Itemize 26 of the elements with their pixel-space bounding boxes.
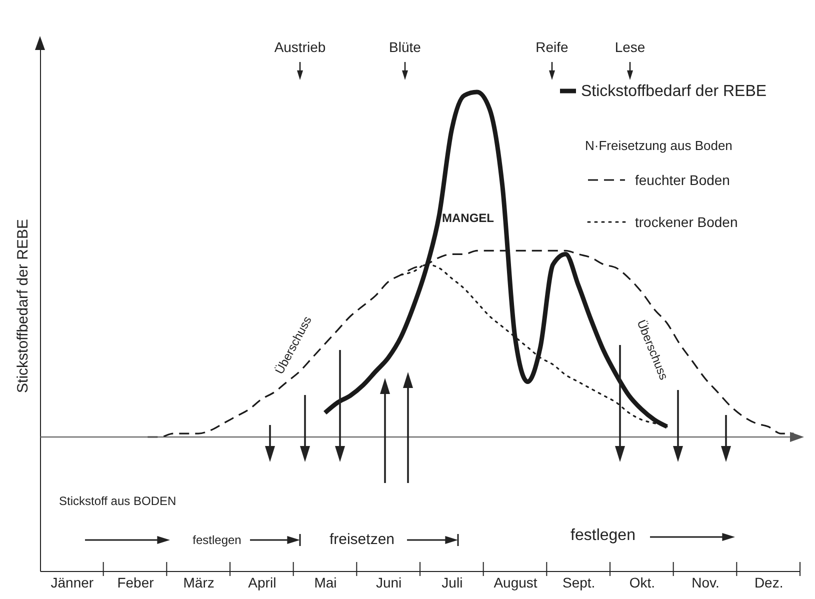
legend-title: N·Freisetzung aus Boden: [585, 138, 732, 153]
legend-label: Stickstoffbedarf der REBE: [581, 83, 767, 100]
text: festlegen: [570, 527, 636, 544]
legend-label: feuchter Boden: [635, 172, 730, 188]
x-tick-label: Dez.: [754, 574, 784, 590]
x-tick-label: Nov.: [692, 574, 720, 590]
x-tick-label: Okt.: [629, 574, 656, 590]
x-tick-label: März: [183, 574, 214, 590]
text: festlegen: [192, 533, 242, 547]
x-tick-label: Jänner: [50, 574, 94, 590]
x-tick-label: August: [494, 574, 538, 590]
text: Blüte: [389, 39, 422, 55]
x-tick-label: Mai: [314, 574, 337, 590]
text: Reife: [536, 39, 569, 55]
text: freisetzen: [329, 531, 395, 548]
x-tick-label: Juli: [442, 574, 463, 590]
x-tick-label: Sept.: [562, 574, 596, 590]
legend-label: trockener Boden: [635, 214, 738, 230]
x-tick-label: Juni: [376, 574, 402, 590]
x-tick-label: Feber: [117, 574, 154, 590]
text: Austrieb: [274, 39, 326, 55]
x-tick-label: April: [248, 574, 276, 590]
text: Lese: [614, 39, 646, 55]
text: Stickstoff aus BODEN: [59, 494, 176, 508]
annotation: MANGEL: [442, 211, 494, 225]
y-axis-title: Stickstoffbedarf der REBE: [14, 219, 32, 393]
